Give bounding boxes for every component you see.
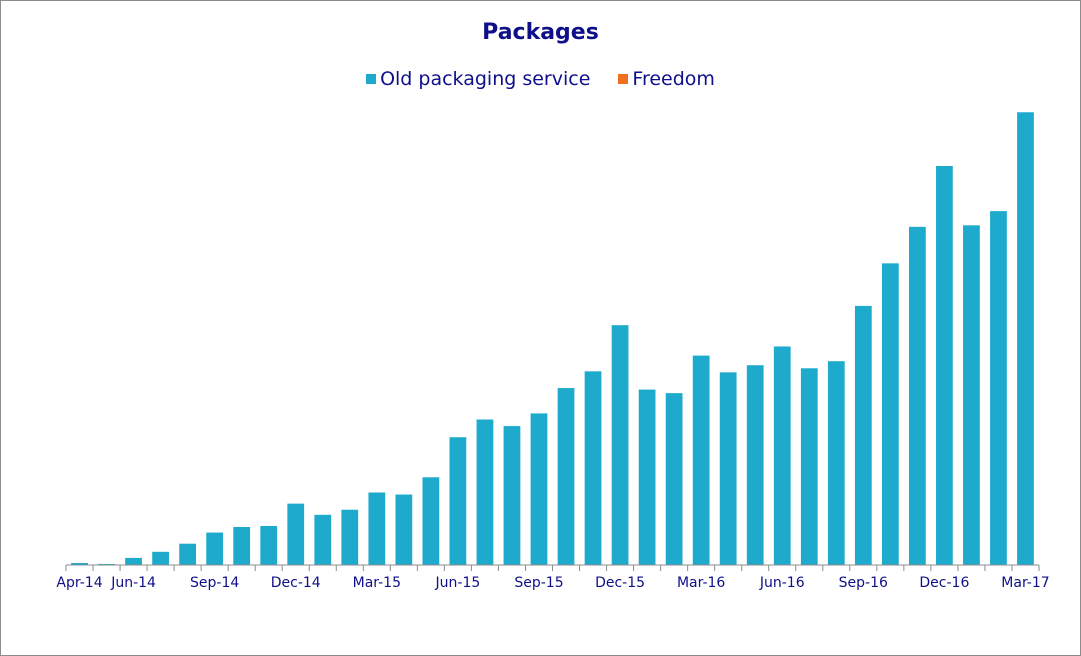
bar-mar-17 [1017, 112, 1034, 565]
chart-legend: Old packaging service Freedom [0, 68, 1081, 90]
bar-may-14 [98, 563, 115, 565]
bar-dec-15 [611, 325, 629, 565]
x-tick-label-jun-15: Jun-15 [435, 575, 481, 591]
bar-jun-16 [773, 346, 791, 565]
x-tick-label-dec-16: Dec-16 [919, 575, 969, 591]
x-tick-label-apr-14: Apr-14 [56, 575, 102, 591]
bar-dec-14 [287, 503, 305, 565]
bar-sep-15 [530, 413, 548, 565]
x-tick-label-sep-14: Sep-14 [190, 575, 239, 591]
bar-jun-14 [125, 557, 142, 565]
bar-aug-14 [179, 543, 197, 565]
bar-feb-15 [341, 509, 359, 565]
bar-aug-16 [827, 361, 845, 565]
bar-apr-15 [395, 494, 413, 565]
bar-feb-17 [990, 211, 1007, 566]
bar-nov-15 [584, 371, 602, 565]
bar-oct-16 [881, 263, 899, 565]
bar-jan-15 [314, 514, 332, 565]
legend-item-old-packaging: Old packaging service [366, 68, 590, 90]
x-tick-label-mar-17: Mar-17 [1001, 575, 1049, 591]
bar-jan-17 [963, 225, 980, 565]
bar-may-15 [422, 477, 440, 565]
bar-jan-16 [638, 389, 656, 565]
x-tick-label-dec-15: Dec-15 [595, 575, 645, 591]
bar-sep-16 [854, 305, 872, 565]
bar-oct-15 [557, 388, 575, 565]
bar-apr-14 [71, 562, 88, 565]
x-tick-label-mar-16: Mar-16 [677, 575, 725, 591]
chart-title: Packages [482, 20, 599, 45]
legend-swatch-old-packaging [366, 74, 377, 84]
bar-feb-16 [665, 393, 683, 565]
bar-apr-16 [719, 372, 737, 565]
bar-jul-14 [152, 551, 169, 565]
legend-swatch-freedom [618, 74, 629, 84]
bar-oct-14 [233, 526, 251, 565]
bar-nov-16 [909, 226, 926, 565]
bar-jul-15 [476, 419, 494, 565]
legend-label-freedom: Freedom [632, 68, 715, 90]
x-tick-label-dec-14: Dec-14 [271, 575, 321, 591]
bar-jul-16 [800, 368, 818, 565]
x-tick-label-sep-15: Sep-15 [514, 575, 563, 591]
bar-nov-14 [260, 525, 278, 565]
bar-mar-16 [692, 355, 710, 565]
x-tick-label-mar-15: Mar-15 [353, 575, 401, 591]
x-tick-label-sep-16: Sep-16 [839, 575, 888, 591]
bar-jun-15 [449, 437, 467, 565]
bar-aug-15 [503, 426, 521, 565]
legend-label-old-packaging: Old packaging service [380, 68, 591, 90]
x-tick-label-jun-14: Jun-14 [110, 575, 156, 591]
bar-dec-16 [936, 165, 953, 566]
bar-mar-15 [368, 492, 386, 565]
bar-may-16 [746, 365, 764, 565]
legend-item-freedom: Freedom [618, 68, 715, 90]
bar-sep-14 [206, 532, 224, 565]
x-tick-label-jun-16: Jun-16 [759, 575, 805, 591]
